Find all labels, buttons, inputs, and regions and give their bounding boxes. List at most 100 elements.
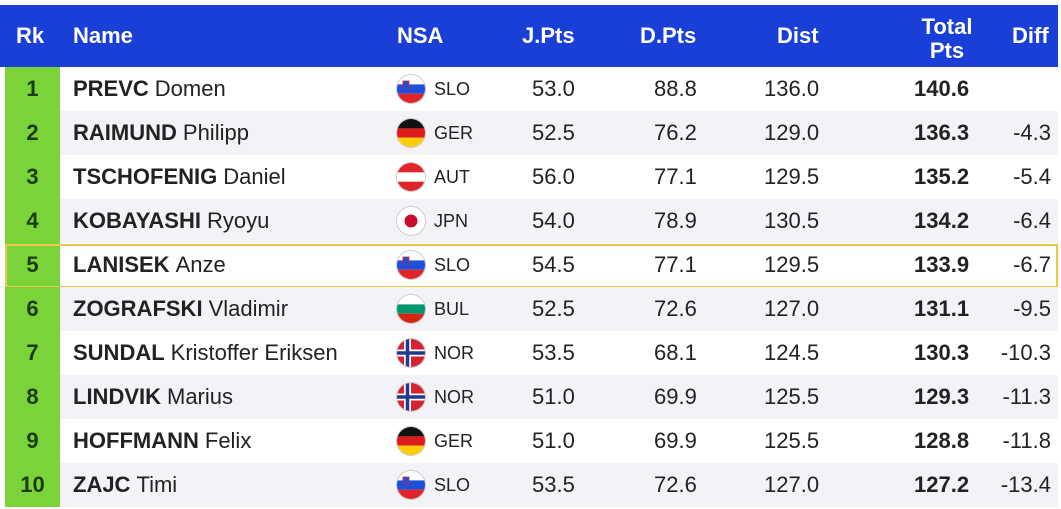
header-diff[interactable]: Diff [1012,23,1049,48]
athlete-name[interactable]: HOFFMANN Felix [73,419,251,463]
athlete-name[interactable]: TSCHOFENIG Daniel [73,155,286,199]
nsa-code: SLO [434,254,471,275]
athlete-name[interactable]: SUNDAL Kristoffer Eriksen [73,331,338,375]
header-total-line2: Pts [929,38,965,63]
table-row[interactable]: 6 ZOGRAFSKI Vladimir BUL 52.5 72.6 127.0 131.1 -… [0,287,1058,331]
point-difference: -5.4 [1013,164,1051,189]
header-total-pts[interactable]: Total Pts [907,15,987,63]
athlete-first-name: Vladimir [208,296,289,321]
athlete-first-name: Anze [175,252,226,277]
athlete-name[interactable]: PREVC Domen [73,67,226,111]
judge-points: 51.0 [532,428,575,453]
distance: 136.0 [764,76,820,101]
row-background [60,463,1058,507]
slovenia-flag-icon [397,75,425,103]
judge-points: 53.0 [532,76,575,101]
judge-points: 51.0 [532,384,575,409]
rank-cell: 9 [5,419,60,463]
total-points: 130.3 [914,340,970,365]
total-points: 127.2 [914,472,970,497]
distance: 125.5 [764,428,820,453]
judge-points: 52.5 [532,120,575,145]
athlete-name[interactable]: LANISEK Anze [73,243,226,287]
row-background [60,375,1058,419]
nsa-code: BUL [434,298,470,319]
header-name[interactable]: Name [73,23,133,48]
distance-points: 69.9 [654,428,697,453]
rank-cell: 5 [5,243,60,287]
distance: 127.0 [764,296,820,321]
rank-cell: 4 [5,199,60,243]
total-points: 134.2 [914,208,970,233]
distance-points: 88.8 [654,76,697,101]
nsa-code: GER [434,430,474,451]
distance: 127.0 [764,472,820,497]
header-dpts[interactable]: D.Pts [640,23,697,48]
point-difference: -6.4 [1013,208,1051,233]
distance: 129.5 [764,252,820,277]
athlete-name[interactable]: ZAJC Timi [73,463,177,507]
athlete-name[interactable]: RAIMUND Philipp [73,111,249,155]
table-row[interactable]: 5 LANISEK Anze SLO 54.5 77.1 129.5 133.9 -6.7 [0,243,1058,288]
athlete-last-name: PREVC [73,76,149,101]
athlete-name[interactable]: LINDVIK Marius [73,375,233,419]
rank-cell: 10 [5,463,60,507]
rank-cell: 1 [5,67,60,111]
table-row[interactable]: 8 LINDVIK Marius NOR 51.0 69.9 125.5 129.3 -11.3 [0,375,1058,419]
table-row[interactable]: 3 TSCHOFENIG Daniel AUT 56.0 77.1 129.5 135.2 -5… [0,155,1058,199]
total-points: 135.2 [914,164,970,189]
header-jpts[interactable]: J.Pts [522,23,575,48]
row-background [60,67,1058,111]
distance: 124.5 [764,340,820,365]
header-nsa[interactable]: NSA [397,23,444,48]
distance: 130.5 [764,208,820,233]
row-background [60,199,1058,243]
judge-points: 54.5 [532,252,575,277]
header-dist[interactable]: Dist [777,23,819,48]
table-row[interactable]: 1 PREVC Domen SLO 53.0 88.8 136.0 140.6 [0,67,1058,111]
header-total-line1: Total [921,14,973,39]
rank-cell: 3 [5,155,60,199]
norway-flag-icon [397,339,425,367]
germany-flag-icon [397,119,425,147]
total-points: 136.3 [914,120,970,145]
athlete-name[interactable]: ZOGRAFSKI Vladimir [73,287,288,331]
rank-cell: 6 [5,287,60,331]
athlete-last-name: ZAJC [73,472,131,497]
judge-points: 52.5 [532,296,575,321]
athlete-first-name: Kristoffer Eriksen [170,340,338,365]
athlete-last-name: SUNDAL [73,340,165,365]
row-background [60,287,1058,331]
austria-flag-icon [397,163,425,191]
athlete-last-name: TSCHOFENIG [73,164,218,189]
row-background [60,243,1058,287]
athlete-name[interactable]: KOBAYASHI Ryoyu [73,199,269,243]
slovenia-flag-icon [397,251,425,279]
nsa-code: NOR [434,386,474,407]
distance: 129.5 [764,164,820,189]
row-background [60,419,1058,463]
point-difference: -6.7 [1013,252,1051,277]
athlete-last-name: LINDVIK [73,384,161,409]
table-row[interactable]: 4 KOBAYASHI Ryoyu JPN 54.0 78.9 130.5 134.2 -6.4 [0,199,1058,243]
table-row[interactable]: 9 HOFFMANN Felix GER 51.0 69.9 125.5 128.8 -11.8 [0,419,1058,463]
distance-points: 72.6 [654,472,697,497]
slovenia-flag-icon [397,471,425,499]
nsa-code: NOR [434,342,474,363]
athlete-first-name: Ryoyu [206,208,270,233]
athlete-first-name: Felix [204,428,252,453]
total-points: 129.3 [914,384,970,409]
table-row[interactable]: 10 ZAJC Timi SLO 53.5 72.6 127.0 127.2 -13.4 [0,463,1058,507]
judge-points: 53.5 [532,472,575,497]
athlete-last-name: KOBAYASHI [73,208,201,233]
distance-points: 68.1 [654,340,697,365]
total-points: 131.1 [914,296,970,321]
table-row[interactable]: 7 SUNDAL Kristoffer Eriksen NOR 53.5 68.1 124.… [0,331,1058,375]
table-row[interactable]: 2 RAIMUND Philipp GER 52.5 76.2 129.0 136.3 -4.3 [0,111,1058,155]
header-rk[interactable]: Rk [16,23,45,48]
total-points: 140.6 [914,76,970,101]
row-background [60,331,1058,375]
athlete-last-name: HOFFMANN [73,428,199,453]
rank-cell: 8 [5,375,60,419]
